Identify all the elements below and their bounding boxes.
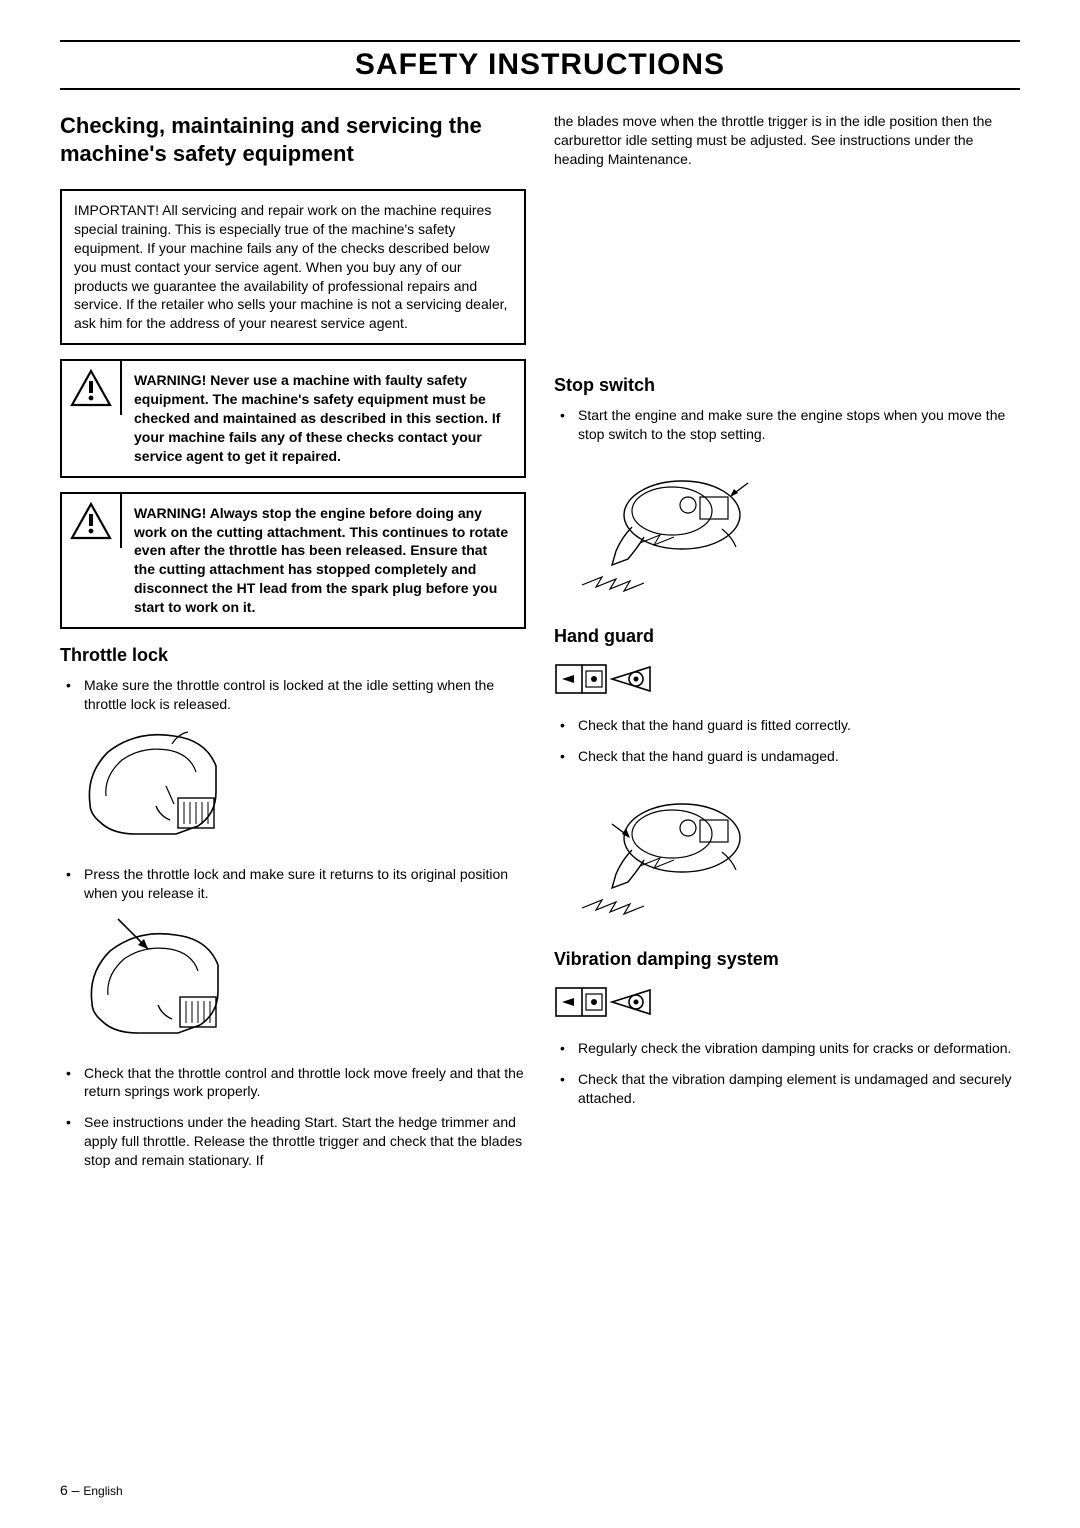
vibration-heading: Vibration damping system bbox=[554, 949, 1020, 970]
warning-text: WARNING! Always stop the engine before d… bbox=[122, 494, 524, 627]
list-item: Check that the throttle control and thro… bbox=[60, 1064, 526, 1102]
list-item: See instructions under the heading Start… bbox=[60, 1113, 526, 1170]
bullet-list: Check that the throttle control and thro… bbox=[60, 1064, 526, 1170]
section-heading: Checking, maintaining and servicing the … bbox=[60, 112, 526, 167]
list-item: Check that the hand guard is fitted corr… bbox=[554, 716, 1020, 735]
throttle-illustration-1 bbox=[78, 726, 526, 851]
stop-switch-illustration bbox=[572, 455, 1020, 610]
separator: – bbox=[68, 1482, 84, 1498]
page-title: SAFETY INSTRUCTIONS bbox=[60, 40, 1020, 90]
right-column: the blades move when the throttle trigge… bbox=[554, 112, 1020, 1182]
throttle-illustration-2 bbox=[78, 915, 526, 1050]
list-item: Press the throttle lock and make sure it… bbox=[60, 865, 526, 903]
list-item: Make sure the throttle control is locked… bbox=[60, 676, 526, 714]
language-label: English bbox=[83, 1484, 122, 1498]
page-footer: 6 – English bbox=[60, 1482, 123, 1498]
left-column: Checking, maintaining and servicing the … bbox=[60, 112, 526, 1182]
list-item: Check that the vibration damping element… bbox=[554, 1070, 1020, 1108]
warning-icon bbox=[62, 361, 122, 415]
continuation-text: the blades move when the throttle trigge… bbox=[554, 112, 1020, 169]
bullet-list: Regularly check the vibration damping un… bbox=[554, 1039, 1020, 1108]
hand-guard-heading: Hand guard bbox=[554, 626, 1020, 647]
warning-icon bbox=[62, 494, 122, 548]
inspection-icon bbox=[554, 980, 1020, 1029]
list-item: Start the engine and make sure the engin… bbox=[554, 406, 1020, 444]
bullet-list: Press the throttle lock and make sure it… bbox=[60, 865, 526, 903]
warning-box-2: WARNING! Always stop the engine before d… bbox=[60, 492, 526, 629]
list-item: Regularly check the vibration damping un… bbox=[554, 1039, 1020, 1058]
warning-box-1: WARNING! Never use a machine with faulty… bbox=[60, 359, 526, 477]
bullet-list: Make sure the throttle control is locked… bbox=[60, 676, 526, 714]
bullet-list: Check that the hand guard is fitted corr… bbox=[554, 716, 1020, 766]
hand-guard-illustration bbox=[572, 778, 1020, 933]
page-number: 6 bbox=[60, 1482, 68, 1498]
important-box: IMPORTANT! All servicing and repair work… bbox=[60, 189, 526, 345]
bullet-list: Start the engine and make sure the engin… bbox=[554, 406, 1020, 444]
list-item: Check that the hand guard is undamaged. bbox=[554, 747, 1020, 766]
inspection-icon bbox=[554, 657, 1020, 706]
content-columns: Checking, maintaining and servicing the … bbox=[60, 112, 1020, 1182]
throttle-lock-heading: Throttle lock bbox=[60, 645, 526, 666]
warning-text: WARNING! Never use a machine with faulty… bbox=[122, 361, 524, 475]
spacer bbox=[554, 179, 1020, 359]
stop-switch-heading: Stop switch bbox=[554, 375, 1020, 396]
